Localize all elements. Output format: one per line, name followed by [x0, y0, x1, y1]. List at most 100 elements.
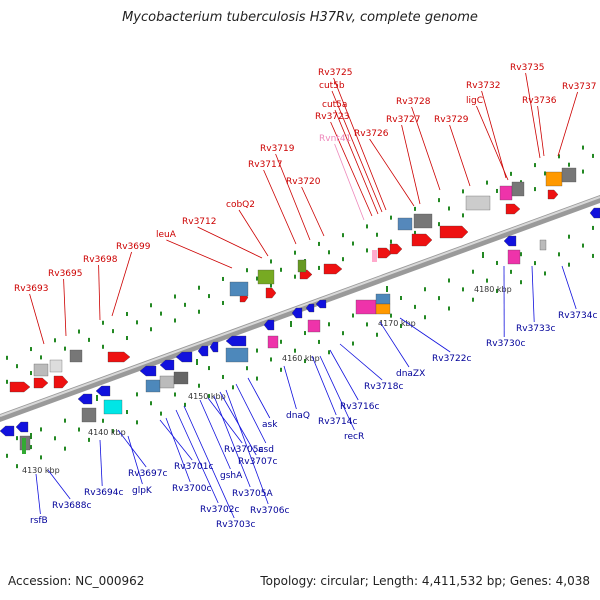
track-tick	[520, 280, 522, 285]
gene-box-orange	[375, 303, 391, 315]
track-tick	[78, 329, 80, 334]
track-tick	[16, 464, 18, 469]
track-tick	[510, 269, 512, 274]
track-tick	[136, 420, 138, 425]
reverse-gene-arrow	[589, 207, 600, 219]
leader-line	[235, 383, 267, 444]
leader-line	[481, 90, 507, 179]
reverse-gene-arrow	[95, 385, 111, 397]
track-tick	[462, 189, 464, 194]
track-tick	[472, 297, 474, 302]
track-tick	[414, 304, 416, 309]
gene-box-magenta	[307, 319, 321, 333]
track-tick	[462, 213, 464, 218]
leader-line	[35, 473, 41, 515]
reverse-gene-label: Rv3716c	[340, 402, 379, 412]
track-tick	[448, 206, 450, 211]
gene-box-dark	[413, 213, 433, 229]
leader-line	[476, 105, 509, 181]
leader-line	[166, 239, 233, 269]
forward-gene-label: ligC	[466, 96, 483, 106]
leader-line	[331, 90, 383, 213]
leader-line	[199, 399, 231, 470]
leader-line	[225, 389, 269, 505]
scale-label: 4140 kbp	[88, 428, 126, 437]
reverse-gene-label: Rv3734c	[558, 311, 597, 321]
track-tick	[222, 374, 224, 379]
scale-label: 4160 kbp	[282, 354, 320, 363]
track-tick	[376, 232, 378, 237]
forward-gene-label: Rvnt41	[319, 134, 351, 144]
leader-line	[213, 395, 251, 488]
forward-gene-label: Rv3719	[260, 144, 295, 154]
forward-gene-label: Rv3717	[248, 160, 282, 170]
track-tick	[318, 339, 320, 344]
track-tick	[366, 248, 368, 253]
forward-gene-arrow	[9, 381, 31, 393]
reverse-gene-arrow	[159, 359, 175, 371]
track-tick	[30, 371, 32, 376]
reverse-gene-label: Rv3718c	[364, 382, 403, 392]
rna-gene-box	[22, 438, 26, 454]
forward-gene-label: Rv3698	[83, 255, 118, 265]
reverse-gene-label: asd	[258, 445, 274, 455]
leader-line	[411, 106, 441, 191]
track-tick	[184, 402, 186, 407]
leader-line	[449, 124, 471, 187]
leader-line	[263, 169, 297, 245]
track-tick	[486, 278, 488, 283]
reverse-gene-arrow	[503, 235, 517, 247]
gene-box-cyan	[103, 399, 123, 415]
track-tick	[592, 253, 594, 258]
gene-box-lightgray	[539, 239, 547, 251]
track-tick	[198, 383, 200, 388]
track-tick	[270, 283, 272, 288]
reverse-gene-label: dnaQ	[286, 411, 310, 421]
track-tick	[510, 171, 512, 176]
track-tick	[496, 260, 498, 265]
forward-gene-label: cut5a	[322, 100, 347, 110]
track-tick	[6, 355, 8, 360]
scale-tick	[482, 252, 484, 258]
track-tick	[366, 322, 368, 327]
reverse-gene-arrow	[209, 341, 219, 353]
forward-gene-arrow	[107, 351, 131, 363]
gene-box-orange	[545, 171, 563, 187]
reverse-gene-label: Rv3705c	[224, 445, 263, 455]
track-tick	[222, 300, 224, 305]
gene-box-dark	[561, 167, 577, 183]
track-tick	[448, 278, 450, 283]
track-tick	[150, 303, 152, 308]
track-tick	[376, 332, 378, 337]
track-tick	[534, 261, 536, 266]
track-tick	[400, 324, 402, 328]
feature-layer	[0, 167, 600, 454]
track-tick	[198, 285, 200, 290]
track-tick	[78, 427, 80, 432]
leader-line	[319, 355, 355, 431]
reverse-gene-label: Rv3701c	[174, 462, 213, 472]
track-tick	[126, 410, 128, 415]
track-tick	[160, 411, 162, 416]
leader-line	[339, 343, 383, 381]
track-tick	[318, 241, 320, 246]
track-tick	[64, 418, 66, 423]
track-tick	[558, 252, 560, 257]
gene-box-dark	[81, 407, 97, 423]
track-tick	[352, 313, 354, 318]
track-tick	[64, 346, 66, 351]
scale-label: 4170 kbp	[378, 319, 416, 328]
rna-gene-box	[372, 250, 377, 262]
leader-line	[369, 138, 415, 207]
track-tick	[544, 271, 546, 276]
track-tick	[136, 392, 138, 397]
forward-gene-label: leuA	[156, 230, 177, 240]
leader-line	[399, 317, 451, 353]
forward-gene-label: Rv3735	[510, 63, 544, 73]
leader-line-layer	[29, 72, 578, 519]
track-tick	[414, 230, 416, 235]
forward-gene-arrow	[33, 377, 49, 389]
track-tick	[150, 401, 152, 406]
reverse-gene-arrow	[197, 345, 209, 357]
leader-line	[537, 105, 545, 157]
